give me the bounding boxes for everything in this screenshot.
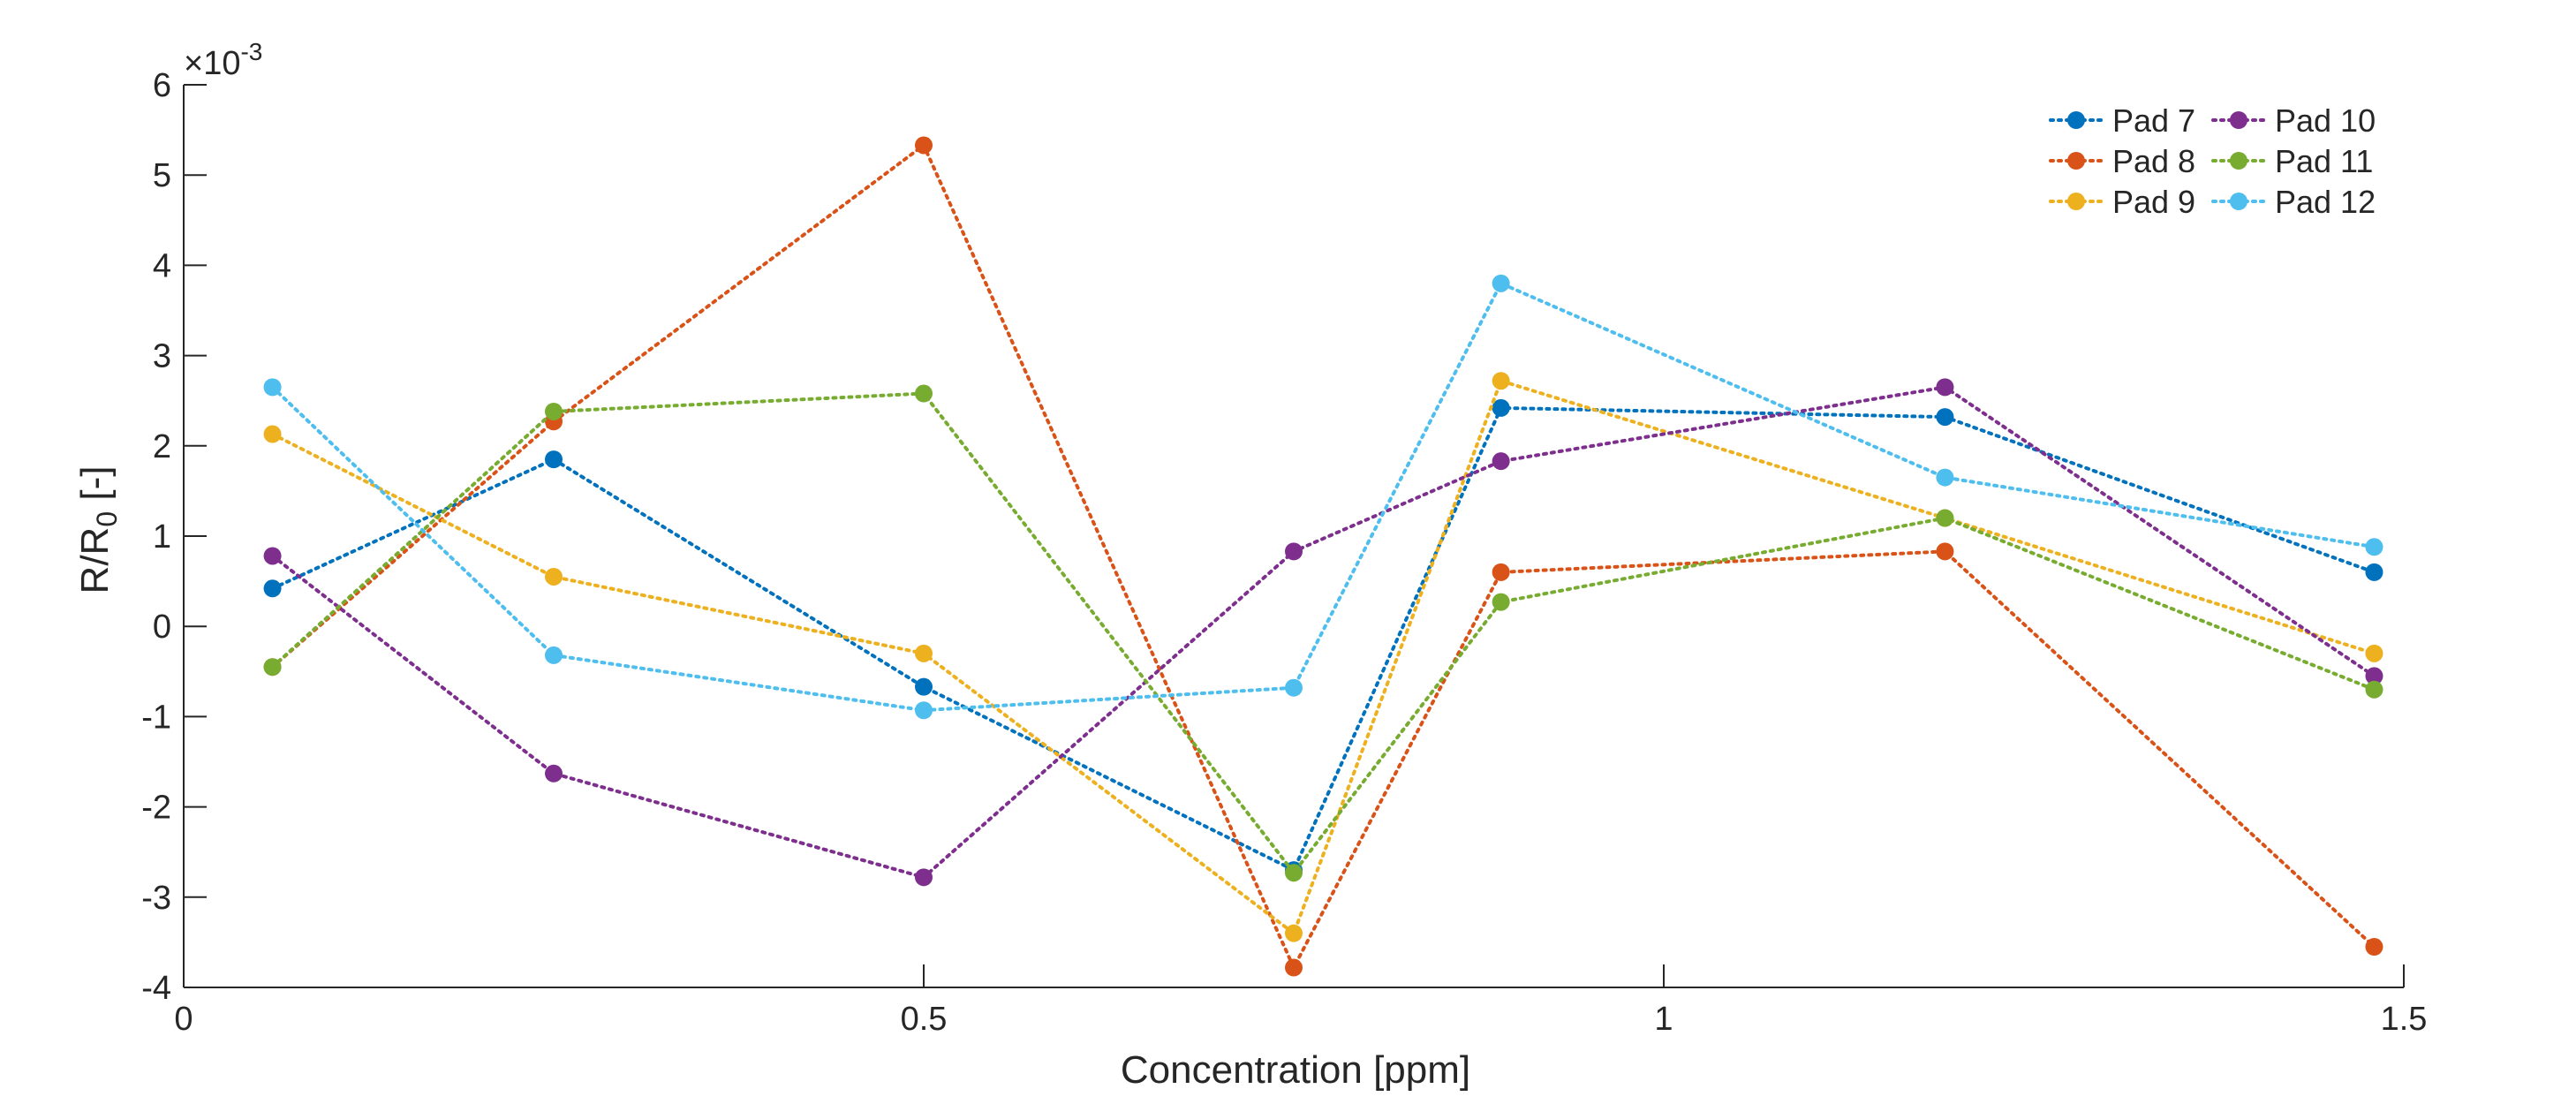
legend: Pad 7 Pad 8 Pad 9 Pad 10 Pad 11 Pad 12 [2049, 102, 2376, 220]
data-point [1492, 593, 1510, 611]
legend-item: Pad 11 [2211, 143, 2373, 179]
data-point [915, 701, 933, 720]
data-point [915, 677, 933, 696]
legend-label: Pad 7 [2112, 102, 2195, 139]
axes [183, 85, 2404, 988]
y-tick-label: 3 [153, 338, 171, 375]
y-axis-label-main: R/R [73, 527, 117, 594]
y-exponent-power: -3 [240, 38, 262, 65]
data-point [1285, 958, 1303, 977]
data-point [2365, 680, 2383, 699]
y-tick-label: 6 [153, 67, 171, 104]
legend-item: Pad 12 [2211, 184, 2376, 220]
series-pad-10 [263, 378, 2383, 887]
series-pad-9 [263, 372, 2383, 942]
series-pad-7 [263, 398, 2383, 880]
data-point [2365, 563, 2383, 581]
data-point [915, 384, 933, 403]
legend-item: Pad 7 [2049, 102, 2195, 139]
data-point [1936, 468, 1954, 487]
data-point [1285, 924, 1303, 942]
series-line [270, 281, 2376, 713]
series-line [270, 405, 2376, 873]
data-point [1936, 378, 1954, 397]
legend-label: Pad 8 [2112, 143, 2195, 179]
series-pad-12 [263, 274, 2383, 720]
legend-marker [2067, 152, 2085, 170]
data-point [1285, 678, 1303, 697]
data-point [2365, 938, 2383, 957]
x-tick-label: 1.5 [2381, 1001, 2428, 1038]
x-tick-label: 1 [1654, 1001, 1673, 1038]
data-point [2365, 538, 2383, 556]
data-point [1285, 864, 1303, 882]
y-tick-label: 2 [153, 428, 171, 465]
data-point [263, 658, 282, 677]
data-point [545, 764, 563, 783]
data-point [1285, 542, 1303, 561]
legend-marker [2230, 193, 2247, 210]
series-layer [263, 136, 2383, 977]
y-axis-label-tail: [-] [73, 466, 117, 511]
x-tick-label: 0.5 [901, 1001, 948, 1038]
data-point [1492, 274, 1510, 292]
legend-marker [2230, 152, 2247, 170]
data-point [545, 567, 563, 586]
data-point [263, 425, 282, 443]
axis-ticks: 0 0.5 1 1.5 -4 -3 -2 -1 0 1 2 3 4 5 6 [141, 67, 2427, 1038]
legend-item: Pad 8 [2049, 143, 2195, 179]
data-point [545, 450, 563, 469]
series-pad-11 [263, 384, 2383, 882]
y-axis-label: R/R0 [-] [73, 466, 123, 594]
y-tick-label: -3 [141, 880, 171, 917]
data-point [915, 136, 933, 155]
data-point [263, 579, 282, 598]
data-point [545, 402, 563, 420]
legend-item: Pad 9 [2049, 184, 2195, 220]
data-point [1936, 408, 1954, 427]
legend-label: Pad 10 [2275, 102, 2376, 139]
y-tick-label: 4 [153, 247, 171, 284]
y-tick-label: -2 [141, 790, 171, 827]
y-exponent-label: ×10-3 [184, 38, 262, 82]
data-point [1492, 372, 1510, 390]
legend-marker [2067, 193, 2085, 210]
legend-marker [2067, 111, 2085, 129]
x-axis-label: Concentration [ppm] [1121, 1048, 1470, 1092]
series-line [270, 142, 2376, 972]
data-point [915, 644, 933, 662]
data-point [2365, 644, 2383, 662]
legend-label: Pad 12 [2275, 184, 2376, 220]
legend-marker [2230, 111, 2247, 129]
data-point [1492, 452, 1510, 471]
legend-label: Pad 11 [2275, 143, 2373, 179]
data-point [545, 646, 563, 664]
data-point [1936, 542, 1954, 561]
data-point [263, 378, 282, 397]
y-tick-label: 1 [153, 518, 171, 556]
y-tick-label: -1 [141, 699, 171, 736]
data-point [263, 547, 282, 565]
data-point [1492, 563, 1510, 581]
legend-label: Pad 9 [2112, 184, 2195, 220]
data-point [1492, 398, 1510, 417]
x-tick-label: 0 [174, 1001, 193, 1038]
y-tick-label: 5 [153, 157, 171, 194]
y-axis-label-subscript: 0 [91, 511, 123, 527]
y-exponent-base: ×10 [184, 45, 240, 82]
y-tick-label: -4 [141, 970, 171, 1007]
data-point [1936, 509, 1954, 527]
y-tick-label: 0 [153, 609, 171, 646]
legend-item: Pad 10 [2211, 102, 2376, 139]
data-point [2365, 667, 2383, 685]
data-point [915, 868, 933, 887]
